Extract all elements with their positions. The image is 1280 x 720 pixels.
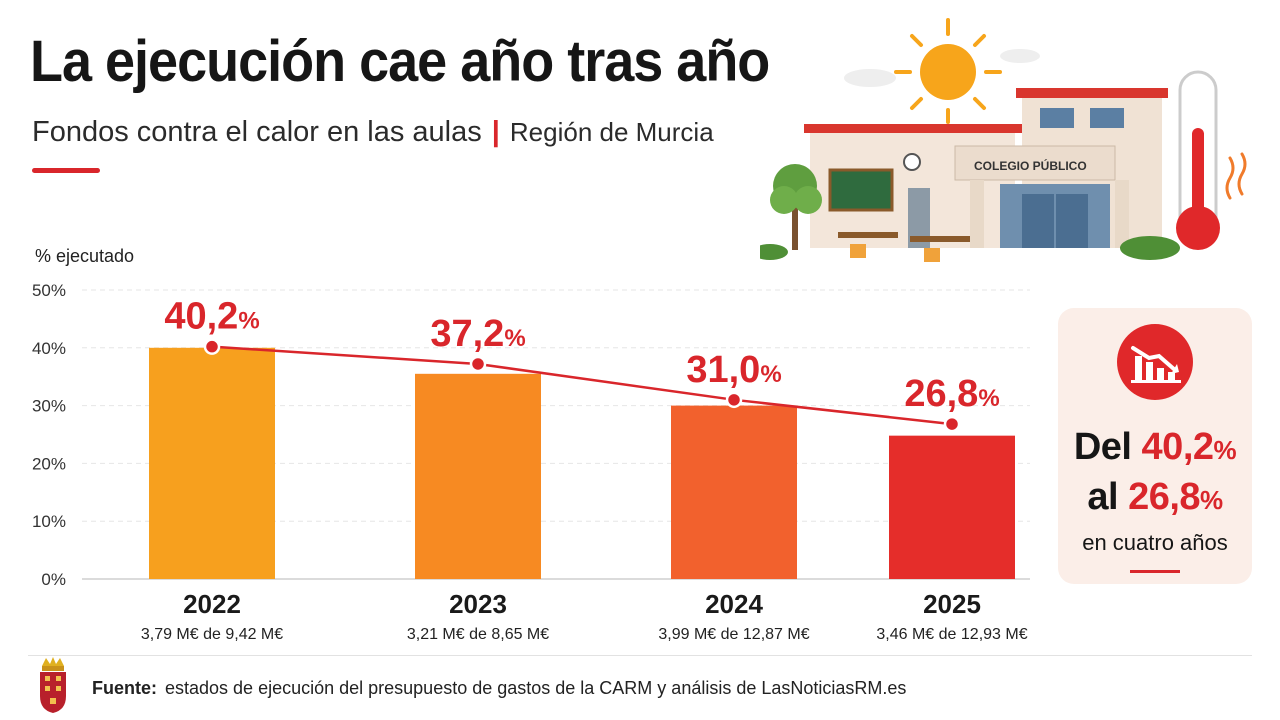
subtitle-separator: | xyxy=(491,116,500,148)
x-category-label: 2024 xyxy=(705,589,763,619)
school-building-icon: COLEGIO PÚBLICO xyxy=(804,88,1168,248)
execution-chart: % ejecutado 0%10%20%30%40%50% 40,2% 37,2%… xyxy=(32,246,1030,643)
y-axis-ticks: 0% 10% 20% 30% 40% 50% xyxy=(32,281,66,589)
subtitle-region: Región de Murcia xyxy=(509,117,714,147)
summary-from-number: 40,2 xyxy=(1141,426,1214,468)
trend-line xyxy=(203,338,961,433)
summary-to-number: 26,8 xyxy=(1128,476,1201,518)
value-unit: % xyxy=(504,325,525,352)
bar-2024 xyxy=(671,405,797,579)
value-number: 31,0 xyxy=(686,349,760,391)
trend-polyline xyxy=(211,345,953,426)
value-label: 40,2% xyxy=(164,296,259,338)
bush-icon xyxy=(760,236,1180,260)
summary-from: Del 40,2% xyxy=(1058,426,1252,469)
summary-from-prefix: Del xyxy=(1073,426,1142,468)
summary-to: al 26,8% xyxy=(1058,476,1252,519)
summary-period: en cuatro años xyxy=(1082,530,1228,555)
y-tick-label: 10% xyxy=(32,512,66,531)
trend-point xyxy=(725,391,743,409)
title-underline xyxy=(32,168,100,173)
school-heat-illustration: COLEGIO PÚBLICO xyxy=(760,18,1247,262)
value-unit: % xyxy=(978,385,999,412)
chart-bars xyxy=(149,347,1015,579)
trend-point xyxy=(203,338,221,355)
value-label: 31,0% xyxy=(686,349,781,391)
footer-divider xyxy=(28,655,1252,656)
y-axis-label: % ejecutado xyxy=(35,246,134,266)
summary-to-prefix: al xyxy=(1087,476,1129,518)
page-title: La ejecución cae año tras año xyxy=(30,29,770,94)
bar-2023 xyxy=(415,373,541,579)
source-text: estados de ejecución del presupuesto de … xyxy=(165,678,907,698)
school-sign-text: COLEGIO PÚBLICO xyxy=(974,158,1087,173)
declining-chart-icon xyxy=(1117,324,1193,400)
y-tick-label: 0% xyxy=(41,570,66,589)
murcia-coat-of-arms-icon xyxy=(40,657,66,713)
value-labels: 40,2% 37,2%31,0% 26,8% xyxy=(164,296,999,415)
value-number: 26,8 xyxy=(904,373,978,415)
x-category-label: 2023 xyxy=(449,589,507,619)
footer-source: Fuente: estados de ejecución del presupue… xyxy=(92,678,906,699)
summary-from-unit: % xyxy=(1213,435,1237,465)
summary-underline xyxy=(1130,570,1180,573)
y-tick-label: 40% xyxy=(32,339,66,358)
x-category-sublabel: 3,79 M€ de 9,42 M€ xyxy=(141,626,283,643)
x-category-sublabel: 3,46 M€ de 12,93 M€ xyxy=(876,626,1027,643)
desks-icon xyxy=(838,232,970,262)
value-unit: % xyxy=(238,308,259,335)
x-axis-labels: 2022 3,79 M€ de 9,42 M€ 2023 3,21 M€ de 8,6… xyxy=(141,589,1028,643)
x-category-sublabel: 3,21 M€ de 8,65 M€ xyxy=(407,626,549,643)
bar-2022 xyxy=(149,347,275,579)
y-tick-label: 50% xyxy=(32,281,66,300)
trend-point xyxy=(943,415,961,433)
summary-from-value: 40,2% xyxy=(1142,426,1237,468)
y-tick-label: 20% xyxy=(32,454,66,473)
sun-icon xyxy=(894,18,1002,124)
value-number: 40,2 xyxy=(164,296,238,338)
value-unit: % xyxy=(760,361,781,388)
bar-2025 xyxy=(889,435,1015,579)
trend-point xyxy=(469,355,487,373)
subtitle-main: Fondos contra el calor en las aulas xyxy=(32,116,482,148)
value-label: 37,2% xyxy=(430,313,525,355)
source-label: Fuente: xyxy=(92,678,157,698)
x-category-label: 2022 xyxy=(183,589,241,619)
x-category-sublabel: 3,99 M€ de 12,87 M€ xyxy=(658,626,809,643)
summary-to-unit: % xyxy=(1200,485,1223,515)
y-tick-label: 30% xyxy=(32,397,66,416)
thermometer-icon xyxy=(1176,70,1247,250)
page-subtitle: Fondos contra el calor en las aulas | Regi… xyxy=(32,116,714,149)
value-number: 37,2 xyxy=(430,313,504,355)
summary-to-value: 26,8% xyxy=(1128,476,1223,518)
tree-icon xyxy=(770,164,822,250)
summary-card: Del 40,2% al 26,8% en cuatro años xyxy=(1058,308,1252,584)
cloud-icon xyxy=(844,49,1040,87)
value-label: 26,8% xyxy=(904,373,999,415)
x-category-label: 2025 xyxy=(923,589,981,619)
